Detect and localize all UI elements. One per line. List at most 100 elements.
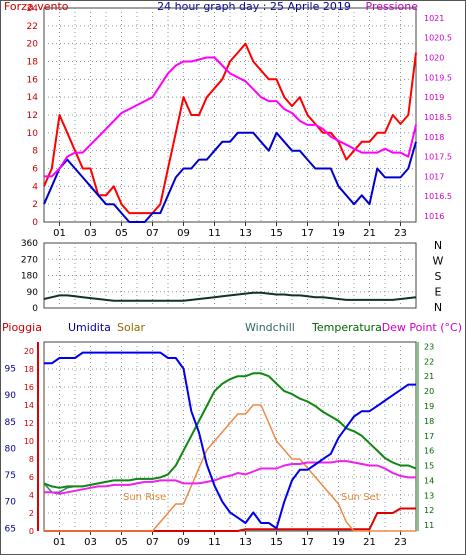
x-tick-label: 01 xyxy=(53,537,66,548)
windchill-label: Windchill xyxy=(245,321,295,334)
dewpoint-axis-label: Dew Point (°C) xyxy=(382,321,462,334)
humidity-temp-grid xyxy=(37,342,419,531)
dewpoint-y-tick-label: 16 xyxy=(424,447,434,456)
pressure-y-tick-label: 1017 xyxy=(424,172,444,181)
rain-y-ticks: 0 2 4 6 8 10 12 14 16 18 20 xyxy=(24,347,34,536)
compass-label: E xyxy=(435,286,442,299)
rain-axis-label: Pioggia xyxy=(2,321,42,334)
x-tick-label: 19 xyxy=(332,228,345,239)
direction-y-tick-label: 90 xyxy=(27,288,39,298)
wind-pressure-grid xyxy=(44,8,416,222)
wind-axis-label: Forza vento xyxy=(4,0,69,13)
pressure-y-tick-label: 1016.5 xyxy=(424,192,452,201)
x-tick-label: 05 xyxy=(115,537,128,548)
direction-grid xyxy=(44,243,416,308)
rain-y-tick-label: 18 xyxy=(24,365,34,374)
x-tick-label: 09 xyxy=(177,537,190,548)
pressure-y-tick-label: 1020 xyxy=(424,54,444,63)
direction-y-tick-label: 180 xyxy=(21,272,38,282)
x-tick-label: 19 xyxy=(332,537,345,548)
x-tick-label: 15 xyxy=(270,537,283,548)
compass-label: W xyxy=(433,255,444,268)
x-tick-label: 07 xyxy=(146,537,159,548)
humidity-y-tick-label: 75 xyxy=(5,471,16,481)
humidity-line xyxy=(44,351,416,530)
dewpoint-y-tick-label: 21 xyxy=(424,372,434,381)
dewpoint-y-tick-label: 20 xyxy=(424,387,434,396)
wind-gust-line xyxy=(43,131,417,223)
dewpoint-y-ticks: 11 12 13 14 15 16 17 18 19 20 21 22 23 xyxy=(424,342,434,530)
wind-y-tick-label: 0 xyxy=(32,218,38,228)
x-tick-label: 17 xyxy=(301,228,314,239)
direction-y-tick-label: 360 xyxy=(21,239,38,249)
rain-y-tick-label: 4 xyxy=(29,491,34,500)
compass-label: N xyxy=(434,301,442,314)
rain-y-tick-label: 20 xyxy=(24,347,34,356)
humidity-y-tick-label: 70 xyxy=(5,498,17,508)
solar-label: Solar xyxy=(117,321,146,334)
pressure-y-tick-label: 1021 xyxy=(424,14,444,23)
direction-y-ticks: 0 90 180 270 360 xyxy=(21,239,38,314)
temperature-line xyxy=(43,372,417,489)
dewpoint-y-tick-label: 14 xyxy=(424,476,434,485)
dewpoint-y-tick-label: 18 xyxy=(424,417,434,426)
compass-label: S xyxy=(435,270,442,283)
x-tick-label: 21 xyxy=(363,537,376,548)
x-tick-label: 23 xyxy=(394,228,407,239)
humidity-y-tick-label: 85 xyxy=(5,418,16,428)
dewpoint-y-tick-label: 17 xyxy=(424,432,434,441)
pressure-y-tick-label: 1016 xyxy=(424,212,444,221)
rain-y-tick-label: 0 xyxy=(29,527,34,536)
x-tick-label: 23 xyxy=(394,537,407,548)
x-tick-label: 15 xyxy=(270,228,283,239)
wind-y-tick-label: 4 xyxy=(32,182,38,192)
wind-direction-line xyxy=(43,291,417,302)
wind-x-ticks: 01 03 05 07 09 11 13 15 17 19 21 23 xyxy=(53,222,407,239)
x-tick-label: 05 xyxy=(115,228,128,239)
x-tick-label: 03 xyxy=(84,228,97,239)
wind-y-tick-label: 20 xyxy=(27,40,39,50)
wind-y-tick-label: 10 xyxy=(27,129,39,139)
humidity-y-ticks: 65 70 75 80 85 90 95 xyxy=(5,365,17,535)
wind-y-tick-label: 12 xyxy=(27,111,38,121)
direction-series xyxy=(43,291,417,302)
sun-set-annotation: Sun Set xyxy=(341,492,380,503)
wind-y-tick-label: 16 xyxy=(27,75,39,85)
humidity-y-tick-label: 90 xyxy=(5,391,17,401)
pressure-y-tick-label: 1018 xyxy=(424,133,444,142)
chart-title: 24 hour graph day : 25 Aprile 2019 xyxy=(157,0,351,13)
x-tick-label: 11 xyxy=(208,228,221,239)
wind-speed-line xyxy=(43,42,417,215)
rain-y-tick-label: 6 xyxy=(29,473,34,482)
humidity-y-tick-label: 95 xyxy=(5,365,16,375)
x-tick-label: 03 xyxy=(84,537,97,548)
sun-rise-annotation: Sun Rise xyxy=(123,492,166,503)
wind-y-tick-label: 24 xyxy=(27,4,39,14)
rain-y-tick-label: 2 xyxy=(29,509,34,518)
wind-y-tick-label: 8 xyxy=(32,147,38,157)
dewpoint-y-tick-label: 11 xyxy=(424,521,434,530)
rain-y-tick-label: 10 xyxy=(24,437,34,446)
pressure-y-tick-label: 1019.5 xyxy=(424,73,452,82)
solar-line xyxy=(44,404,416,532)
pressure-y-tick-label: 1018.5 xyxy=(424,113,452,122)
humidity-y-tick-label: 65 xyxy=(5,524,16,534)
direction-y-tick-label: 270 xyxy=(21,255,38,265)
wind-y-tick-label: 2 xyxy=(32,200,38,210)
humidity-x-ticks: 01 03 05 07 09 11 13 15 17 19 21 23 xyxy=(53,531,407,548)
direction-y-tick-label: 0 xyxy=(32,304,38,314)
pressure-axis-label: Pressione xyxy=(366,0,419,13)
dewpoint-y-tick-label: 15 xyxy=(424,462,434,471)
pressure-y-tick-label: 1020.5 xyxy=(424,34,452,43)
pressure-y-tick-label: 1017.5 xyxy=(424,153,452,162)
pressure-line xyxy=(44,56,417,178)
wind-y-tick-label: 14 xyxy=(27,93,39,103)
pressure-y-tick-label: 1019 xyxy=(424,93,444,102)
dewpoint-y-tick-label: 23 xyxy=(424,342,434,351)
